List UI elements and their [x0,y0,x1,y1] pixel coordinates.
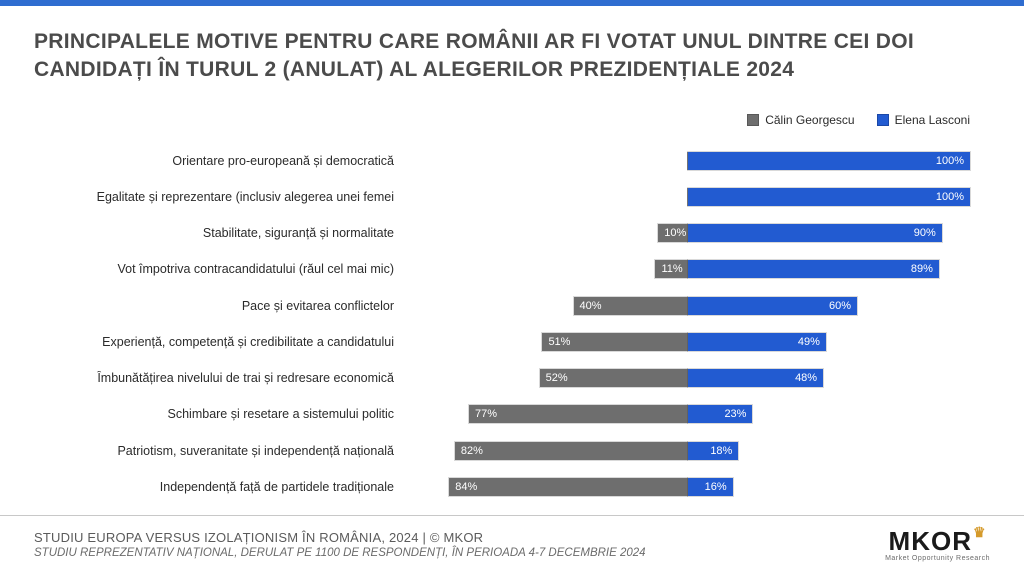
bar-row: Pace și evitarea conflictelor 40% 60% [34,293,970,319]
bar-value: 82% [455,445,489,457]
legend-item-lasconi: Elena Lasconi [877,113,970,127]
bar-value: 40% [574,300,608,312]
bar-lasconi: 100% [688,152,971,170]
page-title: PRINCIPALELE MOTIVE PENTRU CARE ROMÂNII … [34,28,990,85]
row-label: Îmbunătățirea nivelului de trai și redre… [34,371,404,385]
bar-value: 52% [540,372,574,384]
bar-value: 16% [699,481,733,493]
bar-georgescu: 10% [658,224,686,242]
bar-value: 77% [469,408,503,420]
row-label: Patriotism, suveranitate și independență… [34,444,404,458]
page: PRINCIPALELE MOTIVE PENTRU CARE ROMÂNII … [0,0,1024,576]
row-label: Pace și evitarea conflictelor [34,299,404,313]
legend-item-georgescu: Călin Georgescu [747,113,854,127]
bar-row: Schimbare și resetare a sistemului polit… [34,401,970,427]
row-label: Vot împotriva contracandidatului (răul c… [34,262,404,276]
mkor-logo: MKOR ♛ Market Opportunity Research [885,526,990,562]
row-bars: 52% 48% [404,369,970,387]
row-label: Orientare pro-europeană și democratică [34,154,404,168]
bar-row: Independență față de partidele tradițion… [34,474,970,500]
footer-line2: STUDIU REPREZENTATIV NAȚIONAL, DERULAT P… [34,547,646,559]
row-bars: 77% 23% [404,405,970,423]
row-label: Schimbare și resetare a sistemului polit… [34,407,404,421]
footer-line1: STUDIU EUROPA VERSUS IZOLAȚIONISM ÎN ROM… [34,530,646,545]
bar-georgescu: 77% [469,405,687,423]
row-label: Experiență, competență și credibilitate … [34,335,404,349]
bar-row: Vot împotriva contracandidatului (răul c… [34,256,970,282]
bar-value: 100% [930,191,970,203]
row-bars: 51% 49% [404,333,970,351]
bar-value: 84% [449,481,483,493]
bar-rows: Orientare pro-europeană și democratică 10… [34,143,970,505]
row-bars: 100% [404,188,970,206]
bar-value: 49% [792,336,826,348]
legend-label: Elena Lasconi [895,113,970,127]
logo-text: MKOR ♛ [889,526,987,557]
bar-row: Îmbunătățirea nivelului de trai și redre… [34,365,970,391]
bar-value: 100% [930,155,970,167]
bar-georgescu: 52% [540,369,687,387]
bar-lasconi: 48% [688,369,824,387]
row-bars: 40% 60% [404,297,970,315]
bar-row: Stabilitate, siguranță și normalitate10%… [34,220,970,246]
bar-lasconi: 100% [688,188,971,206]
bar-value: 23% [718,408,752,420]
bar-lasconi: 18% [688,442,739,460]
row-bars: 84% 16% [404,478,970,496]
row-bars: 82% 18% [404,442,970,460]
bar-row: Patriotism, suveranitate și independență… [34,438,970,464]
bar-lasconi: 49% [688,333,826,351]
crown-icon: ♛ [973,524,987,541]
row-bars: 10% 90% [404,224,970,242]
footer: STUDIU EUROPA VERSUS IZOLAȚIONISM ÎN ROM… [0,515,1024,576]
row-bars: 11% 89% [404,260,970,278]
bar-georgescu: 11% [655,260,686,278]
legend-label: Călin Georgescu [765,113,854,127]
row-label: Egalitate și reprezentare (inclusiv aleg… [34,190,404,204]
row-label: Independență față de partidele tradițion… [34,480,404,494]
bar-value: 60% [823,300,857,312]
bar-georgescu: 51% [542,333,686,351]
bar-georgescu: 84% [449,478,686,496]
bar-value: 48% [789,372,823,384]
chart: Călin Georgescu Elena Lasconi Orientare p… [34,113,990,515]
bar-value: 18% [704,445,738,457]
content: PRINCIPALELE MOTIVE PENTRU CARE ROMÂNII … [0,6,1024,515]
row-label: Stabilitate, siguranță și normalitate [34,226,404,240]
legend: Călin Georgescu Elena Lasconi [747,113,970,127]
bar-value: 90% [908,227,942,239]
bar-row: Egalitate și reprezentare (inclusiv aleg… [34,184,970,210]
bar-lasconi: 60% [688,297,858,315]
bar-georgescu: 40% [574,297,687,315]
bar-lasconi: 90% [688,224,942,242]
bar-row: Experiență, competență și credibilitate … [34,329,970,355]
footer-text: STUDIU EUROPA VERSUS IZOLAȚIONISM ÎN ROM… [34,530,646,559]
bar-value: 11% [655,263,688,275]
logo-subtext: Market Opportunity Research [885,555,990,562]
bar-georgescu: 82% [455,442,687,460]
legend-swatch [877,114,889,126]
bar-lasconi: 16% [688,478,733,496]
bar-value: 51% [542,336,576,348]
bar-lasconi: 89% [688,260,939,278]
legend-swatch [747,114,759,126]
bar-row: Orientare pro-europeană și democratică 10… [34,148,970,174]
bar-lasconi: 23% [688,405,753,423]
bar-value: 89% [905,263,939,275]
row-bars: 100% [404,152,970,170]
logo-main-text: MKOR [889,526,972,557]
